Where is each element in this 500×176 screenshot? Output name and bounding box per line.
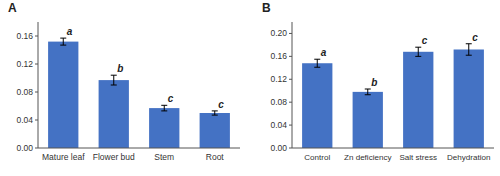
- bar: [149, 108, 179, 148]
- x-tick-label: Flower bud: [93, 152, 135, 162]
- y-tick: [289, 56, 292, 57]
- y-tick: [289, 148, 292, 149]
- bar: [403, 52, 433, 148]
- x-tick-label: Salt stress: [399, 153, 437, 162]
- error-line: [367, 89, 368, 95]
- y-tick: [35, 64, 38, 65]
- y-tick-label: 0.04: [270, 120, 287, 130]
- error-cap: [161, 110, 167, 111]
- significance-letter: a: [67, 26, 73, 37]
- error-bar: [60, 38, 66, 45]
- x-tick-label: Root: [206, 152, 225, 162]
- bar: [454, 49, 484, 148]
- y-tick-label: 0.20: [270, 28, 287, 38]
- error-cap: [415, 47, 421, 48]
- error-bar: [314, 59, 320, 67]
- y-tick: [289, 125, 292, 126]
- bar: [200, 113, 230, 148]
- bar: [353, 92, 383, 148]
- y-axis-line: [292, 22, 293, 148]
- error-cap: [111, 75, 117, 76]
- error-cap: [415, 56, 421, 57]
- error-cap: [314, 67, 320, 68]
- page: {"chart_data": [ {"type": "bar", "title"…: [0, 0, 500, 176]
- panel-label: A: [8, 1, 17, 15]
- y-axis-line: [38, 22, 39, 148]
- x-tick-label: Control: [304, 153, 330, 162]
- error-cap: [212, 115, 218, 116]
- error-cap: [466, 55, 472, 56]
- significance-letter: c: [168, 93, 174, 104]
- y-tick: [289, 79, 292, 80]
- y-tick-label: 0.04: [16, 115, 33, 125]
- significance-letter: a: [321, 47, 327, 58]
- error-cap: [365, 89, 371, 90]
- x-tick-label: Zn deficiency: [344, 153, 391, 162]
- x-tick-label: Dehydration: [447, 153, 490, 162]
- error-line: [468, 44, 469, 55]
- y-tick-label: 0.00: [16, 143, 33, 153]
- error-cap: [161, 105, 167, 106]
- y-tick: [289, 33, 292, 34]
- bar: [48, 42, 78, 148]
- error-bar: [466, 44, 472, 55]
- y-tick: [35, 36, 38, 37]
- x-tick-label: Stem: [154, 152, 174, 162]
- significance-letter: b: [371, 77, 377, 88]
- y-tick-label: 0.16: [270, 51, 287, 61]
- significance-letter: c: [472, 32, 478, 43]
- panel: Aa b c c 0.00 0.04 0.08 0.12 0.16 Mature leaf Flow…: [8, 1, 240, 162]
- error-line: [63, 38, 64, 45]
- significance-letter: c: [422, 35, 428, 46]
- error-line: [164, 105, 165, 111]
- y-tick-label: 0.08: [270, 97, 287, 107]
- error-cap: [111, 85, 117, 86]
- y-tick: [35, 92, 38, 93]
- error-line: [113, 75, 114, 85]
- error-line: [214, 111, 215, 115]
- panel: Ba b c c 0.00 0.04 0.08 0.12 0.16 0.20 Control Zn d…: [262, 1, 494, 162]
- error-bar: [161, 105, 167, 111]
- y-tick-label: 0.12: [16, 59, 33, 69]
- bar: [302, 63, 332, 148]
- error-cap: [60, 38, 66, 39]
- plot-area: [48, 38, 230, 148]
- plot-area: [302, 44, 484, 148]
- error-cap: [314, 59, 320, 60]
- error-cap: [466, 43, 472, 44]
- y-tick-label: 0.08: [16, 87, 33, 97]
- chart-canvas: Aa b c c 0.00 0.04 0.08 0.12 0.16 Mature leaf Flow…: [0, 0, 500, 176]
- y-tick: [35, 148, 38, 149]
- x-axis-line: [38, 148, 240, 149]
- error-bar: [415, 47, 421, 56]
- error-cap: [60, 45, 66, 46]
- error-line: [317, 59, 318, 67]
- significance-letter: c: [218, 99, 224, 110]
- y-tick: [289, 102, 292, 103]
- y-tick-label: 0.16: [16, 31, 33, 41]
- significance-letter: b: [117, 63, 123, 74]
- x-tick-label: Mature leaf: [42, 152, 85, 162]
- error-line: [418, 47, 419, 56]
- error-cap: [212, 110, 218, 111]
- error-bar: [111, 75, 117, 85]
- y-tick: [35, 120, 38, 121]
- y-tick-label: 0.12: [270, 74, 287, 84]
- error-bar: [365, 89, 371, 95]
- y-tick-label: 0.00: [270, 143, 287, 153]
- error-bar: [212, 111, 218, 115]
- error-cap: [365, 94, 371, 95]
- panel-label: B: [262, 1, 271, 15]
- bar: [99, 80, 129, 148]
- x-axis-line: [292, 148, 494, 149]
